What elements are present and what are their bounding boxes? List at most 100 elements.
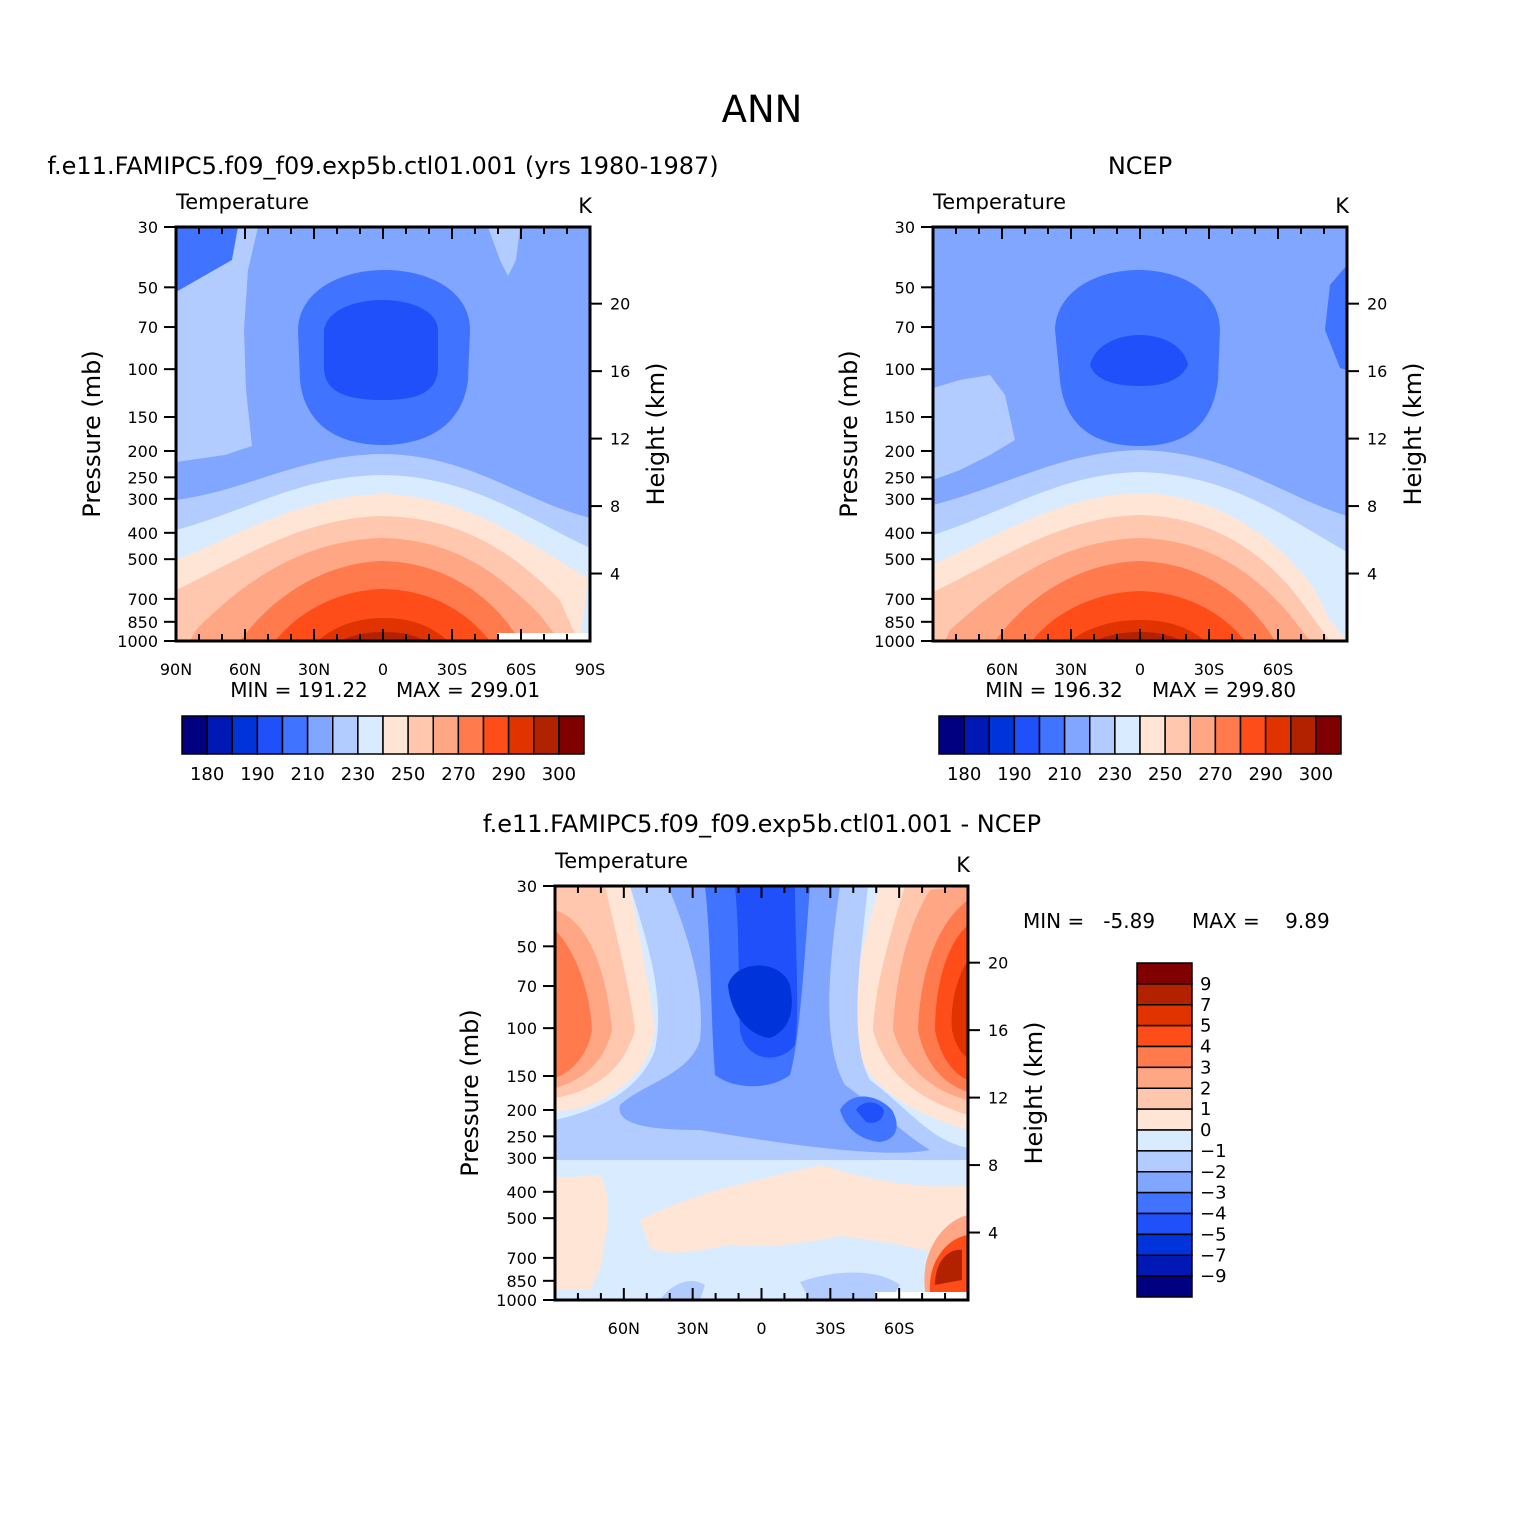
obs-ytick-label: 100	[884, 360, 915, 379]
obs-colorbar-box	[1239, 715, 1267, 755]
diff-colorbar-box	[1136, 1087, 1193, 1110]
obs-title: NCEP	[1108, 152, 1172, 180]
model-colorbar-box	[382, 715, 409, 755]
diff-fill-trop-warm-2	[640, 1165, 968, 1262]
obs-ytick-label: 150	[884, 408, 915, 427]
obs-colorbar-box	[1139, 715, 1166, 755]
obs-colorbar-label: 230	[1098, 764, 1132, 785]
model-colorbar-box	[332, 715, 359, 755]
model-contours	[176, 227, 590, 641]
model-xtick-label: 30N	[298, 660, 330, 679]
obs-ytick-label: 30	[895, 218, 915, 237]
obs-colorbar-box	[1013, 715, 1041, 755]
diff-ytick-label: 150	[506, 1067, 537, 1086]
model-y2label: Height (km)	[642, 363, 670, 506]
model-colorbar-label: 300	[542, 764, 576, 785]
model-colorbar: 180 190 210 230 250 270 290 300	[181, 715, 585, 785]
obs-colorbar-box	[1114, 715, 1141, 755]
obs-xtick-label: 30S	[1194, 660, 1225, 679]
model-colorbar-label: 270	[441, 764, 475, 785]
diff-left-string: Temperature	[554, 849, 688, 873]
obs-colorbar-label: 190	[997, 764, 1031, 785]
diff-height-tick-label: 4	[988, 1224, 998, 1243]
diff-ytick-label: 700	[506, 1249, 537, 1268]
diff-colorbar-box	[1136, 1191, 1193, 1215]
diff-colorbar-label: 1	[1200, 1099, 1211, 1120]
model-colorbar-box	[306, 715, 334, 755]
diff-fill-nh-3	[555, 930, 592, 1078]
diff-colorbar-box	[1136, 1233, 1193, 1256]
diff-height-tick-label: 8	[988, 1156, 998, 1175]
diff-colorbar-box	[1136, 1275, 1193, 1298]
model-ytick-label: 250	[127, 468, 158, 487]
diff-fill-m4-south	[856, 1102, 884, 1123]
model-ytick-label: 850	[127, 613, 158, 632]
diff-ytick-label: 300	[506, 1149, 537, 1168]
diff-axes: 3050701001502002503004005007008501000481…	[496, 877, 1008, 1338]
model-colorbar-box	[281, 715, 309, 755]
obs-height-tick-label: 16	[1367, 362, 1387, 381]
obs-ytick-label: 1000	[874, 632, 915, 651]
model-ytick-label: 100	[127, 360, 158, 379]
diff-fill-spot-7	[935, 1249, 962, 1285]
model-xtick-label: 90S	[575, 660, 606, 679]
model-colorbar-box	[181, 715, 208, 755]
obs-ytick-label: 50	[895, 278, 915, 297]
diff-ytick-label: 200	[506, 1101, 537, 1120]
model-height-tick-label: 16	[610, 362, 630, 381]
diff-xtick-label: 60N	[608, 1319, 640, 1338]
model-fill-230-nw	[176, 227, 258, 462]
diff-title: f.e11.FAMIPC5.f09_f09.exp5b.ctl01.001 - …	[483, 810, 1041, 838]
obs-left-string: Temperature	[932, 190, 1066, 214]
diff-colorbar-label: −3	[1200, 1183, 1227, 1204]
obs-ytick-label: 200	[884, 442, 915, 461]
obs-colorbar-box	[1063, 715, 1091, 755]
model-title: f.e11.FAMIPC5.f09_f09.exp5b.ctl01.001 (y…	[47, 152, 718, 180]
obs-fill-210-se	[1325, 265, 1347, 370]
diff-xtick-label: 0	[756, 1319, 766, 1338]
diff-xtick-label: 30N	[677, 1319, 709, 1338]
model-colorbar-label: 190	[240, 764, 274, 785]
model-colorbar-box	[482, 715, 510, 755]
model-colorbar-box	[533, 715, 560, 755]
diff-colorbar-box	[1136, 1024, 1193, 1048]
obs-ytick-label: 500	[884, 550, 915, 569]
diff-colorbar-label: 3	[1200, 1057, 1211, 1078]
obs-height-tick-label: 4	[1367, 565, 1377, 584]
obs-colorbar-box	[1038, 715, 1066, 755]
diff-ytick-label: 70	[517, 977, 537, 996]
model-colorbar-box	[357, 715, 384, 755]
model-xtick-label: 60N	[229, 660, 261, 679]
diff-ytick-label: 1000	[496, 1291, 537, 1310]
diff-min-label: MIN = -5.89	[1023, 909, 1155, 933]
diff-ytick-label: 250	[506, 1127, 537, 1146]
obs-colorbar-label: 300	[1299, 764, 1333, 785]
obs-fill-230-nw	[933, 375, 1015, 480]
obs-colorbar-box	[1189, 715, 1217, 755]
diff-ytick-label: 30	[517, 877, 537, 896]
model-colorbar-box	[206, 715, 233, 755]
obs-xtick-label: 60N	[986, 660, 1018, 679]
obs-y2label: Height (km)	[1399, 363, 1427, 506]
model-xtick-label: 0	[378, 660, 388, 679]
model-ytick-label: 200	[127, 442, 158, 461]
panel-obs: NCEP Temperature K 305070100150200250300…	[835, 152, 1427, 785]
diff-colorbar-box	[1136, 1212, 1193, 1236]
model-colorbar-box	[507, 715, 535, 755]
diff-fill-m5	[728, 965, 792, 1038]
diff-height-tick-label: 16	[988, 1021, 1008, 1040]
diff-units: K	[956, 853, 971, 877]
diff-colorbar-label: 5	[1200, 1016, 1211, 1037]
diff-colorbar-label: −7	[1200, 1245, 1227, 1266]
diff-ytick-label: 400	[506, 1183, 537, 1202]
model-ytick-label: 700	[127, 590, 158, 609]
model-xtick-label: 90N	[160, 660, 192, 679]
obs-colorbar: 180 190 210 230 250 270 290 300	[938, 715, 1342, 785]
diff-height-tick-label: 12	[988, 1089, 1008, 1108]
model-ytick-label: 70	[138, 318, 158, 337]
diff-colorbar-box	[1136, 1150, 1193, 1173]
diff-ytick-label: 500	[506, 1209, 537, 1228]
diff-fill-trop-warm	[555, 1175, 608, 1290]
